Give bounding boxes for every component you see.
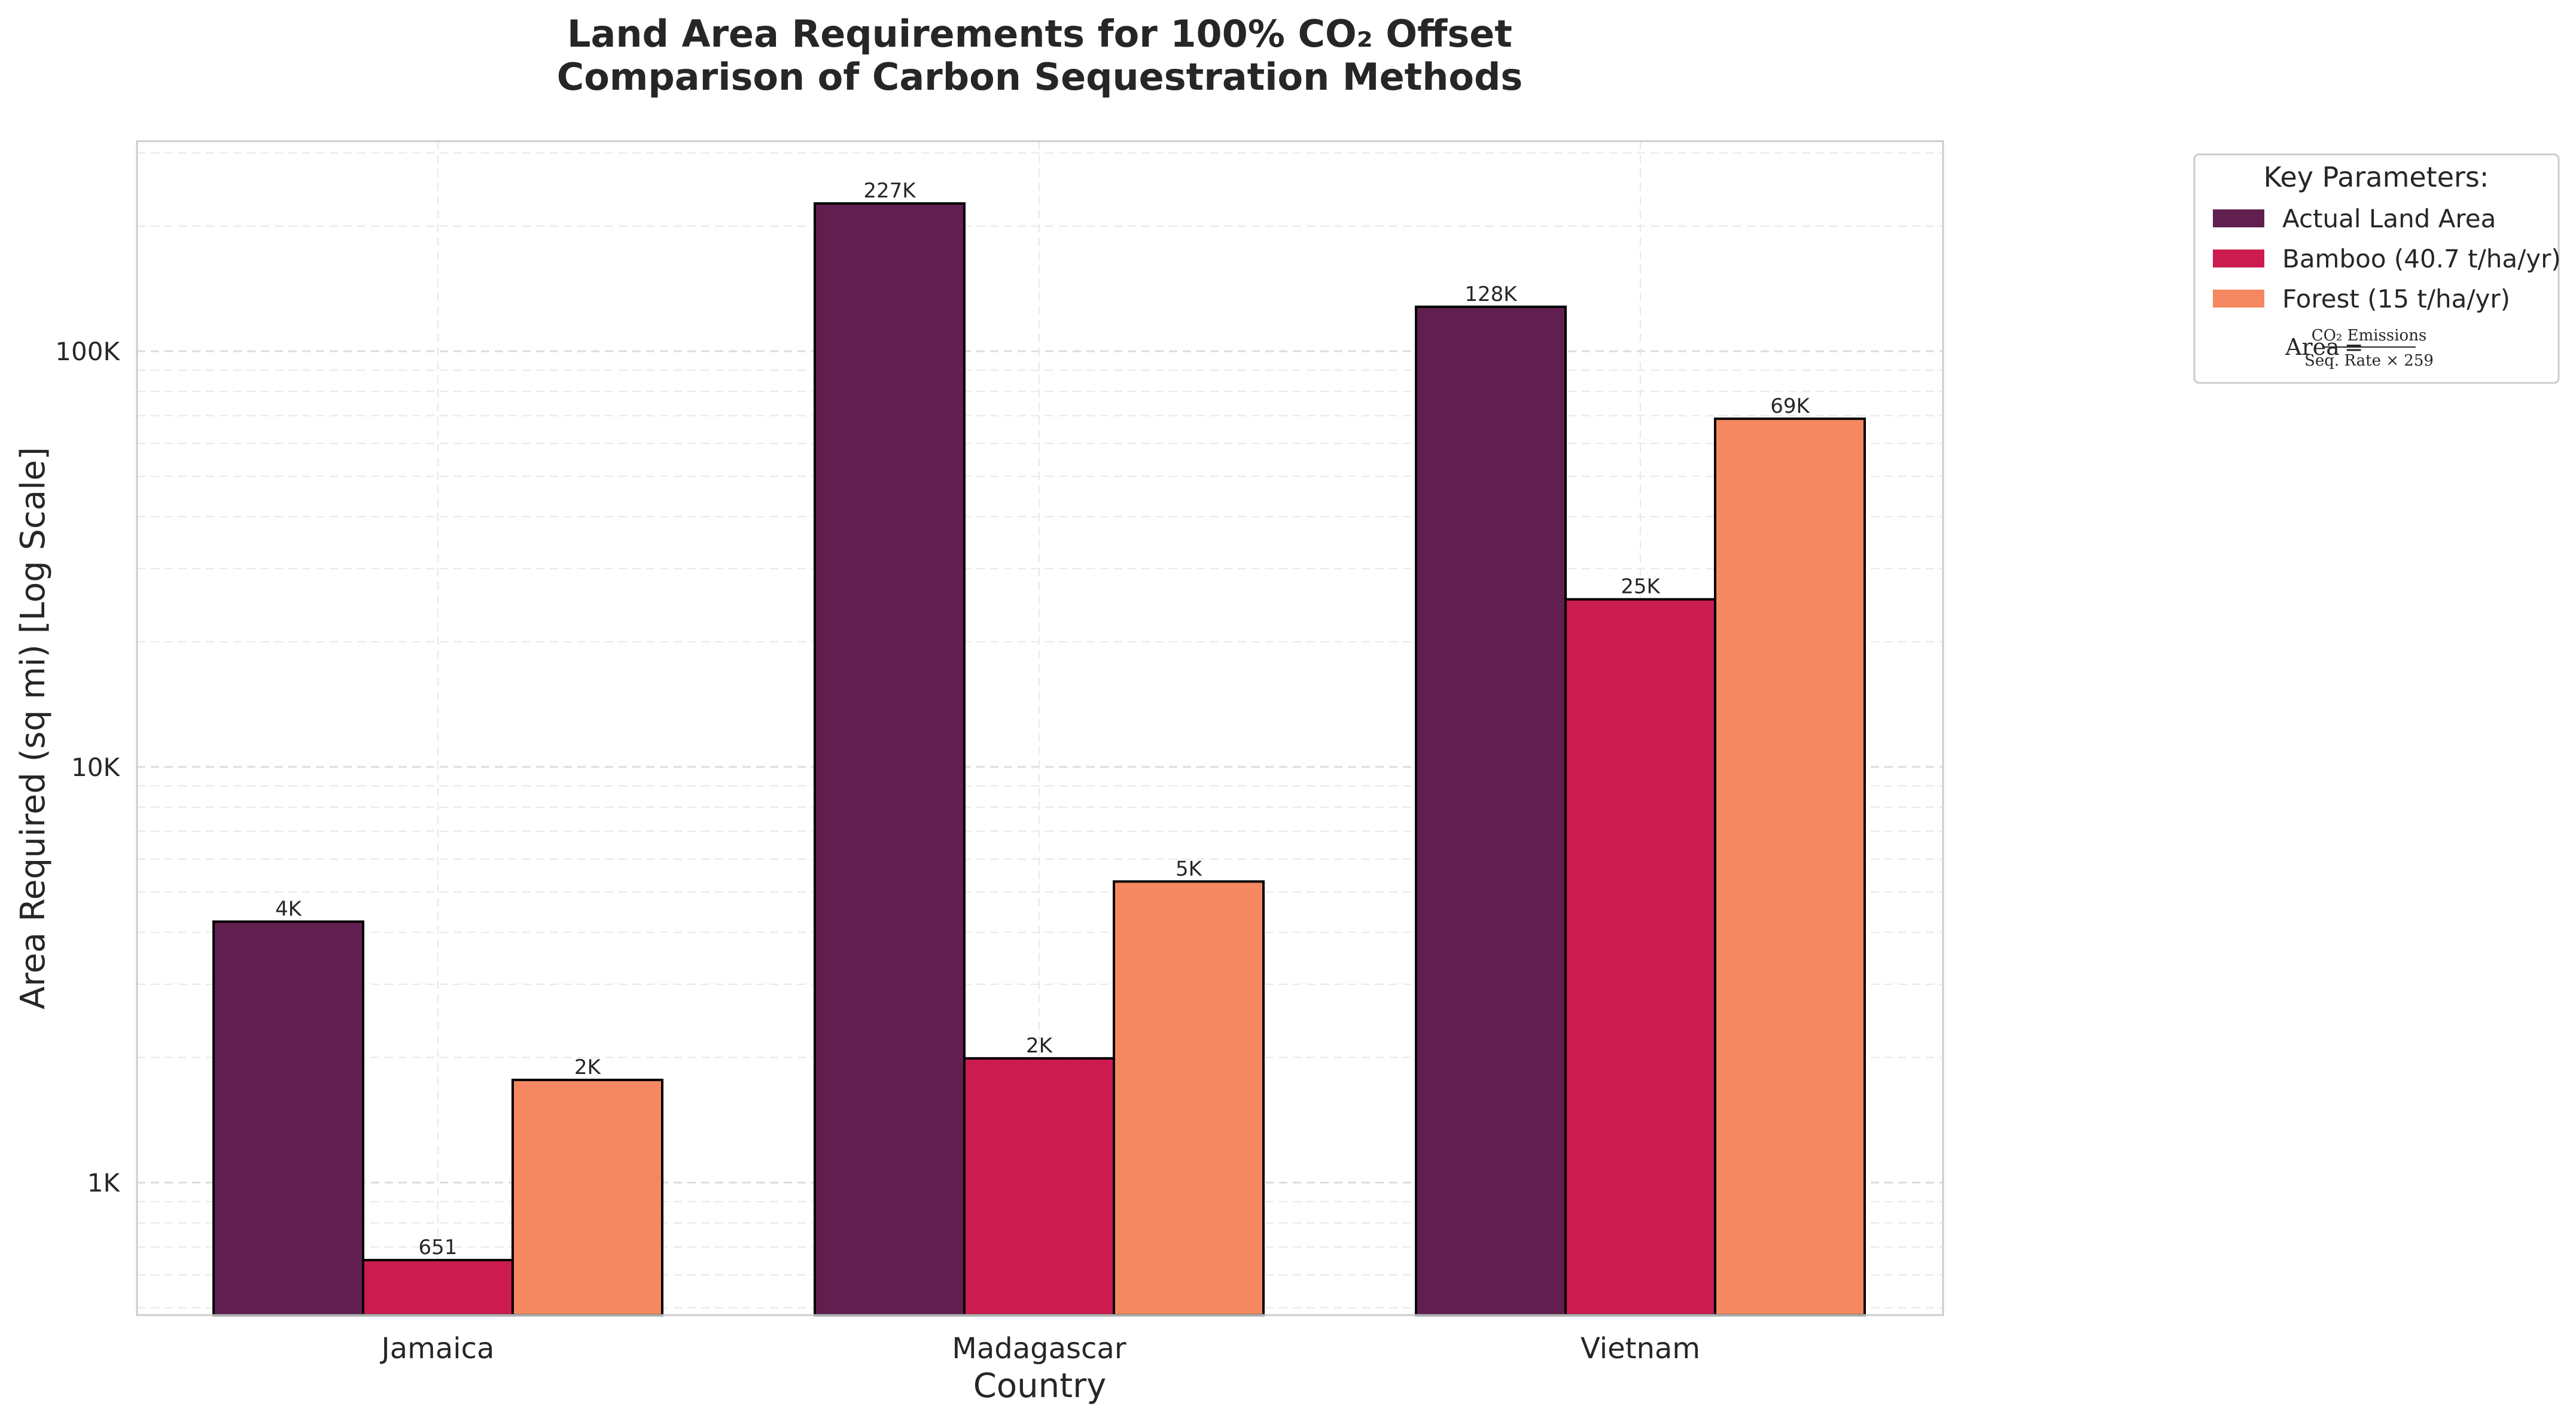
chart-title: Land Area Requirements for 100% CO₂ Offs… (567, 12, 1512, 56)
bar-jamaica-1 (212, 920, 364, 1317)
data-label: 69K (1770, 394, 1810, 418)
legend-swatch (2213, 290, 2264, 308)
bar-madagascar-3 (1113, 880, 1265, 1317)
x-axis: Jamaica Madagascar Vietnam (380, 1332, 1700, 1365)
data-label: 651 (419, 1236, 458, 1259)
bar-jamaica-3 (511, 1078, 663, 1316)
data-label: 128K (1464, 282, 1518, 306)
legend-label: Forest (15 t/ha/yr) (2282, 284, 2510, 314)
bar-vietnam-3 (1714, 417, 1866, 1316)
y-tick-label: 100K (55, 337, 120, 366)
data-label: 25K (1621, 575, 1661, 599)
legend-label: Actual Land Area (2282, 204, 2496, 233)
x-tick-label: Madagascar (952, 1332, 1126, 1365)
legend-items: Actual Land Area Bamboo (40.7 t/ha/yr) For… (2213, 204, 2561, 314)
y-tick-label: 10K (71, 753, 120, 782)
bar-jamaica-2 (362, 1259, 514, 1316)
bar-vietnam-2 (1564, 598, 1716, 1317)
x-axis-label: Country (973, 1367, 1106, 1405)
bar-madagascar-1 (814, 202, 966, 1317)
data-label: 4K (275, 897, 303, 921)
chart-subtitle: Comparison of Carbon Sequestration Metho… (557, 55, 1523, 99)
data-label: 5K (1176, 857, 1203, 881)
x-tick-label: Jamaica (380, 1332, 495, 1365)
y-axis-label: Area Required (sq mi) [Log Scale] (14, 447, 53, 1009)
y-tick-label: 1K (87, 1169, 121, 1198)
plot-frame (136, 140, 1944, 1316)
legend-swatch (2213, 209, 2264, 227)
formula-numerator: CO₂ Emissions (2312, 327, 2427, 345)
bars (212, 202, 1866, 1317)
formula-denominator: Seq. Rate × 259 (2304, 352, 2434, 370)
bar-vietnam-1 (1415, 305, 1567, 1316)
legend-label: Bamboo (40.7 t/ha/yr) (2282, 244, 2561, 273)
legend-frame (2193, 153, 2560, 384)
x-tick-label: Vietnam (1581, 1332, 1700, 1365)
data-label: 2K (1026, 1034, 1053, 1058)
data-label: 2K (574, 1055, 602, 1079)
y-axis: 1K 10K 100K (55, 337, 120, 1198)
bar-madagascar-2 (963, 1057, 1115, 1317)
data-label: 227K (863, 179, 916, 203)
data-labels: 4K 651 2K 227K 2K 5K 128K 25K 69K (275, 179, 1810, 1259)
legend-swatch (2213, 249, 2264, 267)
legend-title: Key Parameters: (2264, 161, 2489, 193)
legend: Key Parameters: Actual Land Area Bamboo (… (2193, 153, 2561, 384)
legend-formula: Area = CO₂ Emissions Seq. Rate × 259 (2285, 327, 2434, 370)
